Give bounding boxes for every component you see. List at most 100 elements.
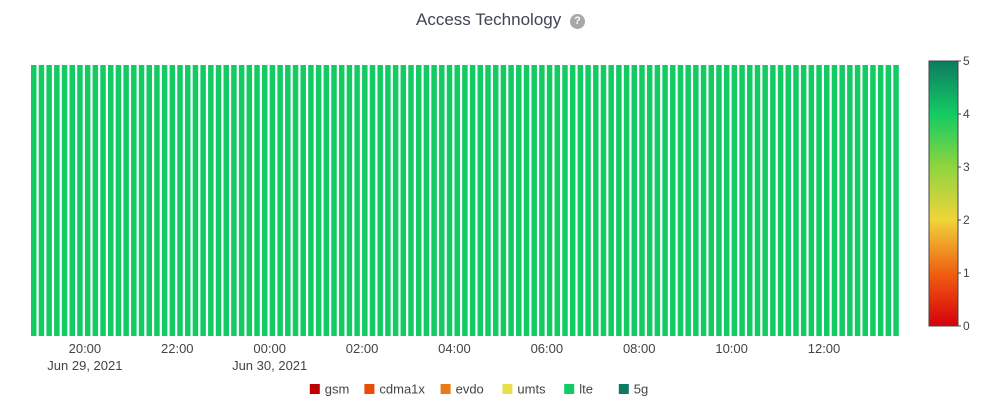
legend-swatch-umts[interactable] [502, 384, 512, 394]
heatmap-bin [424, 65, 430, 336]
heatmap-bin [847, 65, 853, 336]
heatmap-bin [878, 65, 884, 336]
heatmap-bin [678, 65, 684, 336]
heatmap-bin [501, 65, 507, 336]
heatmap-bin [732, 65, 738, 336]
heatmap-bin [185, 65, 191, 336]
legend-item-gsm[interactable]: gsm [325, 382, 350, 397]
heatmap-bin [93, 65, 99, 336]
heatmap-bin [108, 65, 114, 336]
heatmap-bin [778, 65, 784, 336]
heatmap-bin [146, 65, 152, 336]
heatmap-bin [362, 65, 368, 336]
heatmap-bin [262, 65, 268, 336]
x-tick-date-label: Jun 30, 2021 [232, 358, 307, 373]
legend-swatch-cdma1x[interactable] [364, 384, 374, 394]
heatmap-bin [786, 65, 792, 336]
heatmap-bin [739, 65, 745, 336]
heatmap-bin [254, 65, 260, 336]
heatmap-bin [62, 65, 68, 336]
legend-item-cdma1x[interactable]: cdma1x [379, 382, 425, 397]
x-tick-label: 02:00 [346, 341, 379, 356]
heatmap-bin [331, 65, 337, 336]
heatmap-bin [724, 65, 730, 336]
legend-swatch-5g[interactable] [619, 384, 629, 394]
heatmap-bin [247, 65, 253, 336]
heatmap-bin [231, 65, 237, 336]
heatmap-bin [416, 65, 422, 336]
heatmap-bin [562, 65, 568, 336]
heatmap-bin [570, 65, 576, 336]
x-axis: 20:00 Jun 29, 2021 22:00 00:00 Jun 30, 2021 0… [47, 341, 840, 373]
heatmap-bin [616, 65, 622, 336]
heatmap-bins [31, 65, 899, 336]
x-tick-label: 00:00 [253, 341, 286, 356]
colorbar-tick-label: 4 [963, 107, 970, 121]
heatmap-bin [655, 65, 661, 336]
legend[interactable]: gsm cdma1x evdo umts lte 5g [310, 382, 648, 397]
colorbar-tick-label: 3 [963, 160, 970, 174]
legend-swatch-gsm[interactable] [310, 384, 320, 394]
x-tick-label: 20:00 [69, 341, 102, 356]
legend-item-evdo[interactable]: evdo [456, 382, 484, 397]
colorbar-tick-label: 2 [963, 213, 970, 227]
heatmap-bin [762, 65, 768, 336]
heatmap-bin [347, 65, 353, 336]
heatmap-bin [462, 65, 468, 336]
heatmap-bin [339, 65, 345, 336]
heatmap-bin [285, 65, 291, 336]
heatmap-bin [539, 65, 545, 336]
heatmap-bin [593, 65, 599, 336]
heatmap-bin [123, 65, 129, 336]
heatmap-bin [216, 65, 222, 336]
heatmap-bin [816, 65, 822, 336]
heatmap-bin [855, 65, 861, 336]
heatmap-bin [578, 65, 584, 336]
heatmap-bin [46, 65, 52, 336]
heatmap-bin [809, 65, 815, 336]
heatmap-bin [886, 65, 892, 336]
heatmap-bin [770, 65, 776, 336]
heatmap-bin [200, 65, 206, 336]
legend-item-5g[interactable]: 5g [634, 382, 648, 397]
heatmap-bin [393, 65, 399, 336]
heatmap-bin [824, 65, 830, 336]
heatmap-bin [601, 65, 607, 336]
heatmap-bin [585, 65, 591, 336]
heatmap-bin [839, 65, 845, 336]
heatmap-bin [662, 65, 668, 336]
heatmap-bin [832, 65, 838, 336]
legend-item-lte[interactable]: lte [579, 382, 593, 397]
heatmap-bin [863, 65, 869, 336]
heatmap-bin [223, 65, 229, 336]
heatmap-bin [555, 65, 561, 336]
heatmap-bin [193, 65, 199, 336]
heatmap-bin [747, 65, 753, 336]
heatmap-bin [293, 65, 299, 336]
x-tick-label: 04:00 [438, 341, 471, 356]
heatmap-bin [647, 65, 653, 336]
heatmap-bin [154, 65, 160, 336]
heatmap-bin [324, 65, 330, 336]
heatmap-bin [54, 65, 60, 336]
legend-swatch-evdo[interactable] [441, 384, 451, 394]
heatmap-bin [208, 65, 214, 336]
heatmap-bin [39, 65, 45, 336]
heatmap-bin [608, 65, 614, 336]
x-tick-label: 10:00 [715, 341, 748, 356]
heatmap-bin [439, 65, 445, 336]
heatmap-bin [639, 65, 645, 336]
colorbar-tick-label: 0 [963, 319, 970, 333]
x-tick-label: 08:00 [623, 341, 656, 356]
heatmap-bin [131, 65, 137, 336]
heatmap-bin [139, 65, 145, 336]
heatmap-bin [239, 65, 245, 336]
heatmap-bin [116, 65, 122, 336]
heatmap-bin [755, 65, 761, 336]
heatmap-bin [77, 65, 83, 336]
legend-swatch-lte[interactable] [564, 384, 574, 394]
heatmap-bin [300, 65, 306, 336]
heatmap-bin [801, 65, 807, 336]
legend-item-umts[interactable]: umts [517, 382, 546, 397]
heatmap-bin [685, 65, 691, 336]
